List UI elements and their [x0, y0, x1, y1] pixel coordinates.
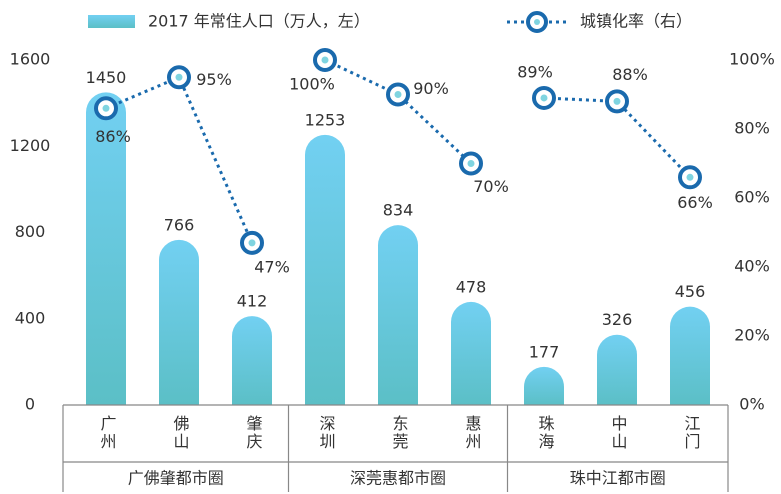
bar-value-label: 478	[456, 277, 487, 296]
bar	[86, 92, 126, 405]
bar	[305, 134, 345, 405]
bar	[378, 225, 418, 405]
line-value-label: 90%	[413, 79, 449, 98]
x-tick-label: 珠海	[536, 415, 555, 451]
y2-tick-label: 40%	[734, 257, 770, 276]
bar	[451, 301, 492, 405]
x-tick-label: 深圳	[317, 415, 336, 451]
line-marker-dot	[686, 173, 694, 181]
group-label: 深莞惠都市圈	[350, 469, 446, 488]
bar-value-label: 326	[602, 310, 633, 329]
y-tick-label: 1600	[10, 50, 51, 69]
x-tick-label: 广州	[98, 415, 117, 451]
bar-value-label: 834	[383, 201, 414, 220]
x-tick-label: 江门	[682, 415, 701, 451]
x-tick-label: 惠州	[463, 415, 482, 451]
y2-tick-label: 80%	[734, 119, 770, 138]
line-marker-dot	[540, 94, 548, 102]
y-tick-label: 0	[25, 395, 35, 414]
bar-value-label: 456	[675, 282, 706, 301]
line-value-label: 47%	[254, 257, 290, 276]
legend-bar-label: 2017 年常住人口（万人，左）	[148, 12, 370, 31]
legend-line-label: 城镇化率（右）	[580, 12, 692, 31]
bar-value-label: 1253	[305, 110, 346, 129]
y-tick-label: 1200	[10, 136, 51, 155]
line-value-label: 70%	[473, 177, 509, 196]
y2-tick-label: 100%	[729, 50, 775, 69]
line-value-label: 89%	[517, 62, 553, 81]
bar	[232, 316, 272, 405]
x-tick-label: 中山	[609, 415, 628, 451]
bar	[159, 239, 199, 405]
group-label: 珠中江都市圈	[570, 469, 666, 488]
y2-tick-label: 60%	[734, 188, 770, 207]
line-marker-dot	[102, 104, 110, 112]
line	[324, 58, 473, 165]
line-marker-dot	[467, 160, 475, 167]
line-value-label: 95%	[196, 70, 232, 89]
legend-line-marker-dot	[534, 19, 540, 25]
bar	[597, 334, 637, 405]
legend-bar-swatch	[88, 15, 135, 28]
y-tick-label: 400	[15, 308, 46, 327]
y2-tick-label: 0%	[739, 395, 764, 414]
line-marker-dot	[394, 91, 402, 98]
bar	[524, 366, 564, 405]
x-tick-label: 肇庆	[244, 415, 263, 451]
group-label: 广佛肇都市圈	[128, 469, 224, 488]
line-marker-dot	[613, 97, 621, 105]
line-marker-dot	[248, 239, 256, 247]
y2-tick-label: 20%	[734, 326, 770, 345]
line-value-label: 86%	[95, 127, 131, 146]
x-tick-label: 东莞	[390, 415, 409, 451]
bar-value-label: 766	[164, 215, 195, 234]
bar-value-label: 1450	[86, 68, 127, 87]
x-tick-label: 佛山	[171, 415, 190, 451]
line-value-label: 100%	[289, 75, 335, 94]
bar	[670, 306, 710, 405]
line-value-label: 88%	[612, 65, 648, 84]
bar-value-label: 177	[529, 342, 560, 361]
y-tick-label: 800	[15, 222, 46, 241]
line-marker-dot	[321, 56, 329, 64]
line-value-label: 66%	[677, 193, 713, 212]
bar-value-label: 412	[237, 292, 268, 311]
line-marker-dot	[175, 73, 183, 81]
